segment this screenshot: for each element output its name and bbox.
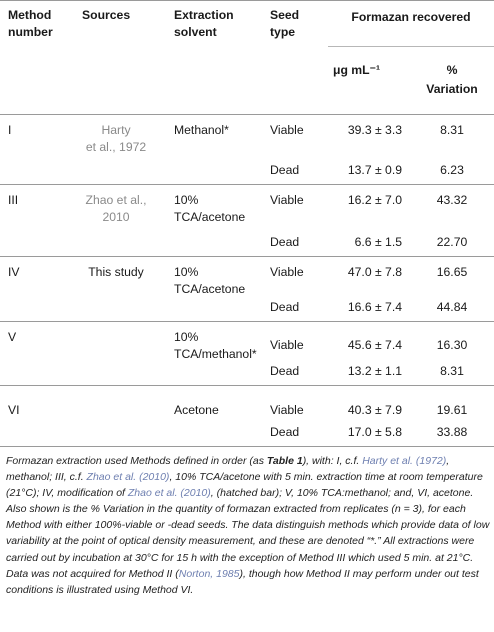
header-extraction-1: Extraction xyxy=(174,8,234,22)
row-v-solvent-2: TCA/methanol* xyxy=(174,347,257,361)
header-formazan: Formazan recovered xyxy=(351,10,471,24)
header-method-2: number xyxy=(8,25,53,39)
row-vi-type-2: Dead xyxy=(270,425,300,439)
row-iii-value-1: 16.2 ± 7.0 xyxy=(347,193,402,207)
row-i-variation-2: 6.23 xyxy=(440,163,464,177)
caption-table-ref[interactable]: Table 1 xyxy=(266,455,303,467)
row-iv-type-2: Dead xyxy=(270,300,300,314)
header-variation-2: Variation xyxy=(426,82,478,96)
rule-after-v xyxy=(0,385,494,386)
row-iv-number: IV xyxy=(8,265,20,279)
row-v-variation-2: 8.31 xyxy=(440,364,464,378)
rule-header-bottom xyxy=(0,114,494,115)
row-v-type-2: Dead xyxy=(270,364,300,378)
row-vi-value-2: 17.0 ± 5.8 xyxy=(347,425,402,439)
row-i-number: I xyxy=(8,123,12,137)
table-caption: Formazan extraction used Methods defined… xyxy=(6,453,490,598)
rule-after-iv xyxy=(0,321,494,322)
row-i-type-1: Viable xyxy=(270,123,304,137)
caption-text-3: , methanol; III, c.f. xyxy=(6,455,450,484)
row-v-type-1: Viable xyxy=(270,338,304,352)
row-v-value-2: 13.2 ± 1.1 xyxy=(347,364,402,378)
row-iii-value-2: 6.6 ± 1.5 xyxy=(354,235,402,249)
row-iii-type-1: Viable xyxy=(270,193,304,207)
row-iii-solvent-2: TCA/acetone xyxy=(174,210,246,224)
row-i-solvent: Methanol* xyxy=(174,123,229,137)
caption-ref-harty[interactable]: Harty et al. (1972) xyxy=(362,455,447,467)
caption-ref-norton[interactable]: Norton, 1985 xyxy=(178,567,240,580)
header-ugml: μg mL⁻¹ xyxy=(333,63,381,77)
row-iv-solvent-2: TCA/acetone xyxy=(174,282,246,296)
header-variation-1: % xyxy=(446,63,458,77)
row-vi-variation-1: 19.61 xyxy=(436,403,468,417)
header-seed-2: type xyxy=(270,25,296,39)
row-iv-source: This study xyxy=(88,265,144,279)
row-iv-solvent-1: 10% xyxy=(174,265,199,279)
caption-text-6: ), though how Method II may perform unde… xyxy=(6,567,479,596)
row-iii-source-1: Zhao et al., xyxy=(85,193,147,207)
row-iii-number: III xyxy=(8,193,19,207)
rule-after-vi xyxy=(0,446,494,447)
row-i-source-2: et al., 1972 xyxy=(85,140,147,154)
row-v-value-1: 45.6 ± 7.4 xyxy=(347,338,402,352)
row-iv-variation-1: 16.65 xyxy=(436,265,468,279)
row-iv-value-1: 47.0 ± 7.8 xyxy=(347,265,402,279)
row-iii-type-2: Dead xyxy=(270,235,300,249)
row-vi-type-1: Viable xyxy=(270,403,304,417)
rule-after-i xyxy=(0,184,494,185)
row-vi-solvent: Acetone xyxy=(174,403,219,417)
caption-ref-zhao-2[interactable]: Zhao et al. (2010) xyxy=(127,487,211,500)
row-iii-source-2: 2010 xyxy=(102,210,130,224)
header-method-1: Method xyxy=(8,8,52,22)
header-extraction-2: solvent xyxy=(174,25,217,39)
row-vi-variation-2: 33.88 xyxy=(436,425,468,439)
row-iii-variation-1: 43.32 xyxy=(436,193,468,207)
row-iii-variation-2: 22.70 xyxy=(436,235,468,249)
header-sources: Sources xyxy=(82,8,131,22)
row-i-value-1: 39.3 ± 3.3 xyxy=(347,123,402,137)
caption-text-4: , 10% TCA/acetone with 5 min. extraction… xyxy=(6,471,483,500)
row-iv-variation-2: 44.84 xyxy=(436,300,468,314)
row-iv-value-2: 16.6 ± 7.4 xyxy=(347,300,402,314)
row-vi-number: VI xyxy=(8,403,20,417)
row-i-type-2: Dead xyxy=(270,163,300,177)
caption-text-1: Formazan extraction used Methods defined… xyxy=(6,455,267,467)
caption-text-2: ), with: I, c.f. xyxy=(302,455,363,467)
rule-after-iii xyxy=(0,256,494,257)
rule-formazan-under xyxy=(328,46,494,47)
row-vi-value-1: 40.3 ± 7.9 xyxy=(347,403,402,417)
row-iv-type-1: Viable xyxy=(270,265,304,279)
row-v-number: V xyxy=(8,330,17,344)
row-v-solvent-1: 10% xyxy=(174,330,199,344)
header-seed-1: Seed xyxy=(270,8,300,22)
row-i-source-1: Harty xyxy=(101,123,131,137)
caption-text-5: , (hatched bar); V, 10% TCA:methanol; an… xyxy=(6,487,490,580)
row-iii-solvent-1: 10% xyxy=(174,193,199,207)
row-i-variation-1: 8.31 xyxy=(440,123,464,137)
caption-ref-zhao-1[interactable]: Zhao et al. (2010) xyxy=(86,471,170,484)
row-v-variation-1: 16.30 xyxy=(436,338,468,352)
row-i-value-2: 13.7 ± 0.9 xyxy=(347,163,402,177)
rule-top xyxy=(0,0,494,1)
